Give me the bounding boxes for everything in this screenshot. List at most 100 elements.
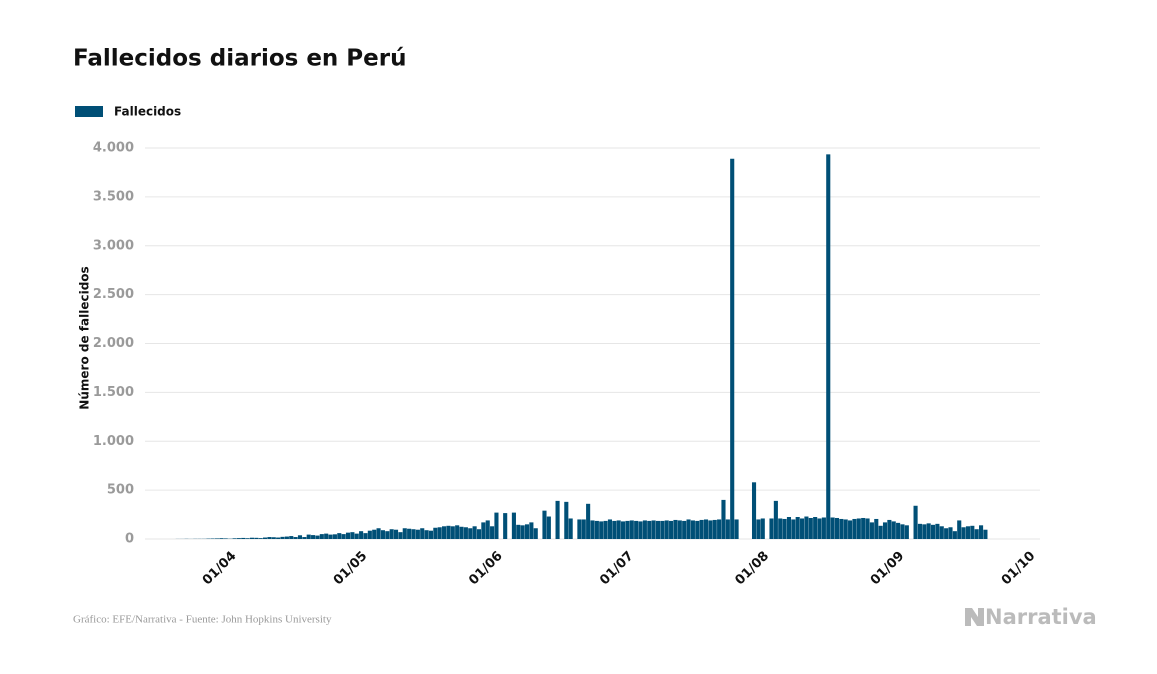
bar	[721, 499, 726, 539]
bar	[411, 529, 416, 539]
bar	[503, 513, 508, 539]
bar	[773, 500, 778, 539]
bar	[869, 522, 874, 539]
bar	[494, 512, 499, 539]
bar	[341, 534, 346, 539]
bar	[786, 517, 792, 539]
bar	[428, 530, 434, 539]
bar	[808, 517, 813, 539]
bar	[520, 525, 525, 539]
bar	[424, 530, 429, 539]
bar	[791, 519, 796, 539]
legend-label: Fallecidos	[114, 105, 181, 119]
bar	[258, 538, 263, 539]
bar	[804, 516, 809, 539]
bar	[315, 535, 320, 539]
bar	[223, 538, 228, 539]
bar	[564, 501, 569, 539]
bar	[965, 526, 971, 539]
brand: Narrativa	[985, 605, 1097, 629]
bar	[446, 525, 451, 539]
bar	[682, 520, 687, 539]
bar	[629, 520, 634, 539]
bar	[725, 519, 730, 539]
bar	[219, 538, 224, 539]
bar	[594, 520, 599, 539]
bar	[913, 505, 918, 539]
bar	[433, 527, 438, 539]
bar	[511, 512, 516, 539]
bar	[651, 520, 656, 539]
bar	[904, 525, 909, 539]
bar	[861, 517, 866, 539]
bar	[463, 527, 468, 539]
bar	[957, 520, 962, 539]
bar	[481, 522, 486, 539]
bar	[293, 537, 298, 539]
bar	[734, 519, 739, 539]
y-tick-label: 1.000	[93, 434, 134, 449]
bar	[712, 519, 717, 539]
bar	[813, 517, 818, 539]
bar	[655, 520, 661, 539]
bar	[271, 537, 276, 539]
bar	[533, 528, 538, 539]
bar	[590, 520, 595, 539]
bar	[800, 518, 805, 539]
y-tick-label: 1.500	[93, 385, 134, 400]
bar	[782, 518, 787, 539]
bar	[699, 519, 704, 539]
bar	[939, 526, 944, 539]
bar	[306, 534, 311, 539]
bar	[372, 529, 377, 539]
bar	[398, 532, 403, 539]
bar	[442, 526, 447, 539]
bar	[437, 527, 442, 539]
bar	[472, 526, 477, 539]
bar	[529, 522, 534, 539]
bar	[621, 521, 626, 539]
bar	[717, 519, 722, 539]
bar	[616, 520, 621, 539]
bar	[970, 525, 975, 539]
bar	[935, 523, 940, 539]
x-tick-label: 01/08	[733, 549, 773, 589]
x-tick-label: 01/07	[597, 549, 637, 589]
bar	[476, 529, 482, 539]
bar	[450, 526, 455, 539]
bar	[730, 158, 735, 539]
bar	[524, 524, 530, 539]
bar	[974, 529, 979, 539]
bar	[756, 519, 761, 539]
bar	[232, 538, 237, 539]
bar	[887, 519, 892, 539]
bar	[896, 522, 901, 539]
bar	[380, 530, 385, 539]
bar	[900, 524, 905, 539]
bar	[638, 521, 643, 539]
bar	[249, 537, 255, 539]
bar	[350, 532, 355, 539]
bar	[660, 520, 665, 539]
bar	[241, 537, 246, 539]
bar	[839, 518, 844, 539]
brand-logo	[965, 608, 984, 626]
x-tick-label: 01/04	[200, 549, 240, 589]
bar	[289, 536, 294, 539]
bar	[834, 517, 840, 539]
bar	[677, 520, 682, 539]
bar	[821, 517, 826, 539]
bar	[376, 528, 381, 539]
bar	[891, 521, 896, 539]
bar	[961, 527, 966, 539]
bar	[603, 520, 608, 539]
bar	[673, 519, 678, 539]
bar	[664, 520, 669, 539]
bar	[647, 520, 652, 539]
bar	[328, 534, 333, 539]
bar	[455, 525, 460, 539]
x-tick-label: 01/10	[999, 549, 1039, 589]
bar	[546, 516, 551, 539]
bar	[319, 534, 324, 539]
x-tick-label: 01/05	[331, 549, 371, 589]
